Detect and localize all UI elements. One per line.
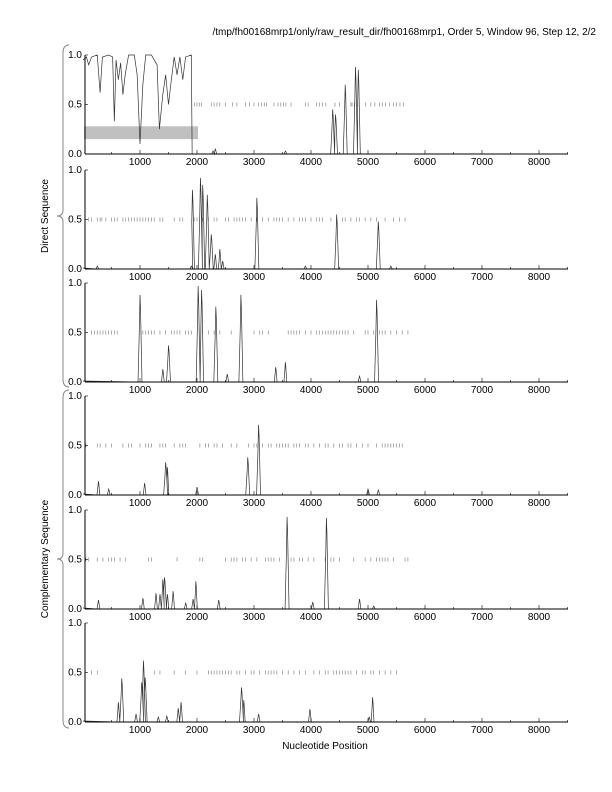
x-tick-label: 1000 [129, 385, 152, 396]
y-tick-label: 1.0 [68, 165, 82, 176]
x-tick-label: 5000 [357, 385, 380, 396]
direct-sequence-label: Direct Sequence [40, 179, 51, 253]
series-line [82, 177, 568, 270]
gene-bar [84, 126, 198, 140]
y-tick-label: 0.0 [68, 717, 82, 728]
x-tick-label: 5000 [357, 612, 380, 623]
direct-sequence-brace [56, 44, 70, 388]
x-tick-label: 1000 [129, 612, 152, 623]
x-tick-label: 3000 [243, 385, 266, 396]
x-tick-label: 6000 [414, 385, 437, 396]
x-tick-label: 3000 [243, 725, 266, 736]
x-tick-label: 4000 [300, 385, 323, 396]
y-tick-label: 0.0 [68, 264, 82, 275]
x-tick-label: 2000 [186, 272, 209, 283]
x-tick-label: 3000 [243, 272, 266, 283]
x-tick-label: 2000 [186, 157, 209, 168]
y-tick-label: 0.0 [68, 377, 82, 388]
x-tick-label: 8000 [528, 272, 551, 283]
x-tick-label: 4000 [300, 157, 323, 168]
x-tick-label: 4000 [300, 725, 323, 736]
x-tick-label: 6000 [414, 612, 437, 623]
x-tick-label: 2000 [186, 385, 209, 396]
series-line [82, 424, 568, 496]
series-line [82, 516, 568, 610]
y-tick-label: 0.5 [68, 668, 82, 679]
y-tick-label: 1.0 [68, 505, 82, 516]
x-axis-label: Nucleotide Position [282, 741, 368, 752]
chart-title: /tmp/fh00168mrp1/only/raw_result_dir/fh0… [212, 27, 596, 38]
x-tick-label: 4000 [300, 612, 323, 623]
complementary-sequence-label: Complementary Sequence [40, 499, 51, 618]
y-tick-label: 0.0 [68, 490, 82, 501]
x-tick-label: 7000 [471, 385, 494, 396]
x-tick-label: 7000 [471, 272, 494, 283]
complementary-sequence-brace [56, 389, 70, 729]
series-line [82, 660, 568, 723]
x-tick-label: 5000 [357, 272, 380, 283]
x-tick-label: 8000 [528, 612, 551, 623]
x-tick-label: 6000 [414, 272, 437, 283]
y-tick-label: 0.5 [68, 555, 82, 566]
y-tick-label: 0.0 [68, 149, 82, 160]
y-tick-label: 1.0 [68, 50, 82, 61]
x-tick-label: 3000 [243, 498, 266, 509]
x-tick-label: 4000 [300, 498, 323, 509]
x-tick-label: 6000 [414, 157, 437, 168]
y-tick-label: 0.5 [68, 215, 82, 226]
x-tick-label: 1000 [129, 157, 152, 168]
x-tick-label: 6000 [414, 498, 437, 509]
y-tick-label: 1.0 [68, 618, 82, 629]
x-tick-label: 1000 [129, 725, 152, 736]
series-line [82, 54, 568, 156]
x-tick-label: 6000 [414, 725, 437, 736]
y-tick-label: 1.0 [68, 391, 82, 402]
x-tick-label: 8000 [528, 498, 551, 509]
x-tick-label: 7000 [471, 612, 494, 623]
y-tick-label: 0.0 [68, 604, 82, 615]
x-tick-label: 2000 [186, 498, 209, 509]
x-tick-label: 7000 [471, 725, 494, 736]
x-tick-label: 8000 [528, 725, 551, 736]
y-tick-label: 1.0 [68, 278, 82, 289]
x-tick-label: 2000 [186, 725, 209, 736]
x-tick-label: 8000 [528, 157, 551, 168]
x-tick-label: 7000 [471, 498, 494, 509]
x-tick-label: 5000 [357, 725, 380, 736]
x-tick-label: 8000 [528, 385, 551, 396]
x-tick-label: 3000 [243, 612, 266, 623]
y-tick-label: 0.5 [68, 328, 82, 339]
x-tick-label: 7000 [471, 157, 494, 168]
x-tick-label: 2000 [186, 612, 209, 623]
x-tick-label: 3000 [243, 157, 266, 168]
x-tick-label: 1000 [129, 498, 152, 509]
x-tick-label: 5000 [357, 157, 380, 168]
x-tick-label: 4000 [300, 272, 323, 283]
x-tick-label: 5000 [357, 498, 380, 509]
y-tick-label: 0.5 [68, 100, 82, 111]
y-tick-label: 0.5 [68, 441, 82, 452]
x-tick-label: 1000 [129, 272, 152, 283]
